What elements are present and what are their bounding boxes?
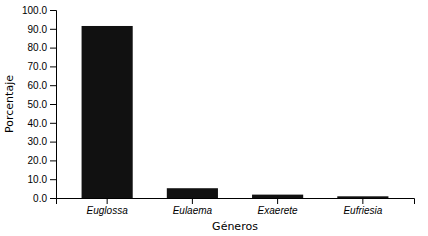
bar xyxy=(82,26,133,198)
y-tick: 50.0 xyxy=(28,99,56,110)
plot: Euglossa Eulaema Exaerete Eufriesia 0.0 10.0 2… xyxy=(22,5,415,216)
y-tick: 30.0 xyxy=(28,136,56,147)
y-tick-label: 100.0 xyxy=(22,5,47,16)
x-tick-label: Eufriesia xyxy=(343,205,382,216)
y-tick-mark xyxy=(50,66,56,67)
x-axis-title: Géneros xyxy=(212,220,258,233)
y-tick-label: 80.0 xyxy=(28,42,48,53)
y-tick: 10.0 xyxy=(28,174,56,185)
x-tick-label: Exaerete xyxy=(258,205,298,216)
bars xyxy=(82,26,389,198)
x-tick: Euglossa xyxy=(87,198,129,216)
x-tick-mark xyxy=(277,198,278,204)
y-tick: 0.0 xyxy=(33,193,56,204)
y-axis-line xyxy=(50,11,57,199)
y-axis-title: Porcentaje xyxy=(3,75,16,133)
y-tick: 80.0 xyxy=(28,42,56,53)
x-tick-mark xyxy=(362,198,363,204)
y-tick: 60.0 xyxy=(28,80,56,91)
y-tick-mark xyxy=(50,10,56,11)
chart: Euglossa Eulaema Exaerete Eufriesia 0.0 10.0 2… xyxy=(0,0,428,236)
x-tick-mark xyxy=(192,198,193,204)
x-tick-label: Eulaema xyxy=(173,205,213,216)
y-tick: 20.0 xyxy=(28,155,56,166)
y-tick-mark xyxy=(50,29,56,30)
y-tick-label: 60.0 xyxy=(28,80,48,91)
y-tick-mark xyxy=(50,123,56,124)
y-tick: 100.0 xyxy=(22,5,56,16)
y-axis: 0.0 10.0 20.0 30.0 40.0 50.0 60.0 70.0 80.0 90.0 1… xyxy=(22,5,57,204)
x-axis: Euglossa Eulaema Exaerete Eufriesia xyxy=(57,198,415,216)
y-tick: 70.0 xyxy=(28,61,56,72)
y-tick: 90.0 xyxy=(28,24,56,35)
x-tick-label: Euglossa xyxy=(87,205,129,216)
y-tick-label: 30.0 xyxy=(28,136,48,147)
bar xyxy=(252,195,303,198)
x-tick-mark xyxy=(107,198,108,204)
y-tick-label: 70.0 xyxy=(28,61,48,72)
bar xyxy=(337,196,388,198)
y-tick-mark xyxy=(50,179,56,180)
x-tick: Eulaema xyxy=(173,198,213,216)
y-tick-mark xyxy=(50,85,56,86)
y-tick-label: 40.0 xyxy=(28,118,48,129)
x-axis-line xyxy=(57,199,415,205)
y-tick: 40.0 xyxy=(28,118,56,129)
y-tick-mark xyxy=(50,142,56,143)
y-tick-mark xyxy=(50,48,56,49)
y-tick-label: 20.0 xyxy=(28,155,48,166)
y-tick-label: 50.0 xyxy=(28,99,48,110)
x-tick: Exaerete xyxy=(258,198,298,216)
x-tick: Eufriesia xyxy=(343,198,382,216)
y-tick-mark xyxy=(50,160,56,161)
y-tick-label: 90.0 xyxy=(28,24,48,35)
y-tick-mark xyxy=(50,104,56,105)
y-tick-mark xyxy=(50,198,56,199)
y-tick-label: 10.0 xyxy=(28,174,48,185)
y-tick-label: 0.0 xyxy=(33,193,47,204)
bar xyxy=(167,188,218,198)
